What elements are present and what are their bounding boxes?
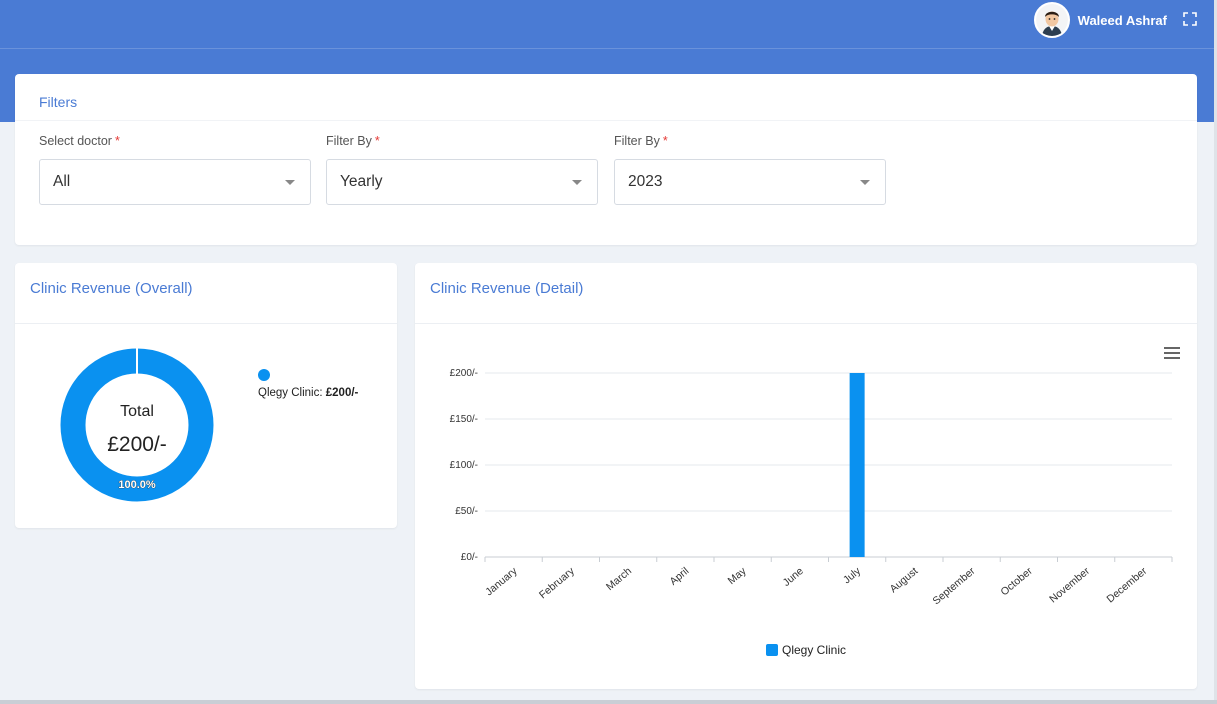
user-menu[interactable]: Waleed Ashraf [1033, 2, 1167, 38]
filters-card: Filters Select doctor * All Filter By * Ye… [15, 74, 1197, 245]
filters-title: Filters [39, 94, 78, 110]
period-select-value: Yearly [340, 173, 383, 190]
year-select-value: 2023 [628, 173, 663, 190]
filters-divider [15, 120, 1197, 121]
donut-total-label: Total [120, 403, 154, 420]
y-tick-label: £150/- [450, 414, 478, 425]
bar-july[interactable] [849, 373, 865, 557]
x-tick-label: November [1047, 565, 1092, 606]
year-filter-label: Filter By * [614, 134, 668, 148]
horizontal-scrollbar[interactable] [0, 700, 1217, 704]
avatar[interactable] [1033, 2, 1070, 38]
required-mark: * [114, 134, 120, 148]
bar-legend-marker [766, 644, 778, 656]
donut-slice-label: 100.0% [118, 479, 156, 491]
period-filter: Filter By * Yearly [326, 134, 598, 205]
hamburger-menu-icon[interactable] [1164, 347, 1180, 362]
x-tick-label: January [483, 565, 520, 599]
card-divider [415, 323, 1197, 324]
legend-marker[interactable] [258, 369, 270, 381]
period-filter-label: Filter By * [326, 134, 380, 148]
donut-total-value: £200/- [107, 433, 167, 456]
bar-legend-label: Qlegy Clinic [782, 643, 847, 657]
pie-slice-qlegy-clinic[interactable] [60, 348, 214, 502]
bar-legend[interactable]: Qlegy Clinic [766, 643, 846, 657]
x-tick-label: May [726, 565, 749, 587]
x-tick-label: July [841, 565, 864, 587]
fullscreen-icon[interactable] [1183, 12, 1197, 26]
required-mark: * [374, 134, 380, 148]
year-select[interactable]: 2023 [614, 159, 886, 205]
overall-revenue-title: Clinic Revenue (Overall) [30, 280, 193, 297]
x-tick-label: October [998, 565, 1035, 599]
y-tick-label: £200/- [450, 368, 478, 379]
y-tick-label: £0/- [461, 552, 478, 563]
x-tick-label: March [604, 565, 634, 593]
doctor-select-value: All [53, 173, 71, 190]
legend-value: £200/- [325, 387, 359, 399]
y-tick-label: £100/- [450, 460, 478, 471]
donut-chart: Total £200/- 100.0% [60, 348, 214, 502]
x-tick-label: April [667, 565, 691, 588]
detail-revenue-title: Clinic Revenue (Detail) [430, 280, 584, 297]
y-tick-label: £50/- [455, 506, 478, 517]
user-name[interactable]: Waleed Ashraf [1077, 12, 1167, 28]
chevron-down-icon [285, 179, 295, 185]
legend-label[interactable]: Qlegy Clinic: £200/- [258, 387, 359, 399]
chevron-down-icon [572, 179, 582, 185]
card-divider [15, 323, 397, 324]
x-tick-label: August [888, 565, 921, 595]
chevron-down-icon [860, 179, 870, 185]
period-select[interactable]: Yearly [326, 159, 598, 205]
overall-revenue-card: Clinic Revenue (Overall) Total £200/- 10… [15, 263, 397, 528]
doctor-filter-label: Select doctor * [39, 134, 120, 148]
x-tick-label: June [781, 565, 806, 589]
x-tick-label: September [930, 565, 977, 608]
doctor-select[interactable]: All [39, 159, 311, 205]
detail-revenue-card: Clinic Revenue (Detail) £0/- £50/- £100/- £… [415, 263, 1197, 689]
doctor-filter: Select doctor * All [39, 134, 311, 205]
vertical-scrollbar[interactable] [1214, 0, 1217, 704]
x-tick-label: February [537, 565, 577, 602]
x-tick-label: December [1104, 565, 1149, 606]
year-filter: Filter By * 2023 [614, 134, 886, 205]
bar-chart: £0/- £50/- £100/- £150/- £200/- January Febru… [450, 368, 1173, 608]
required-mark: * [662, 134, 668, 148]
navbar-divider [0, 48, 1217, 49]
